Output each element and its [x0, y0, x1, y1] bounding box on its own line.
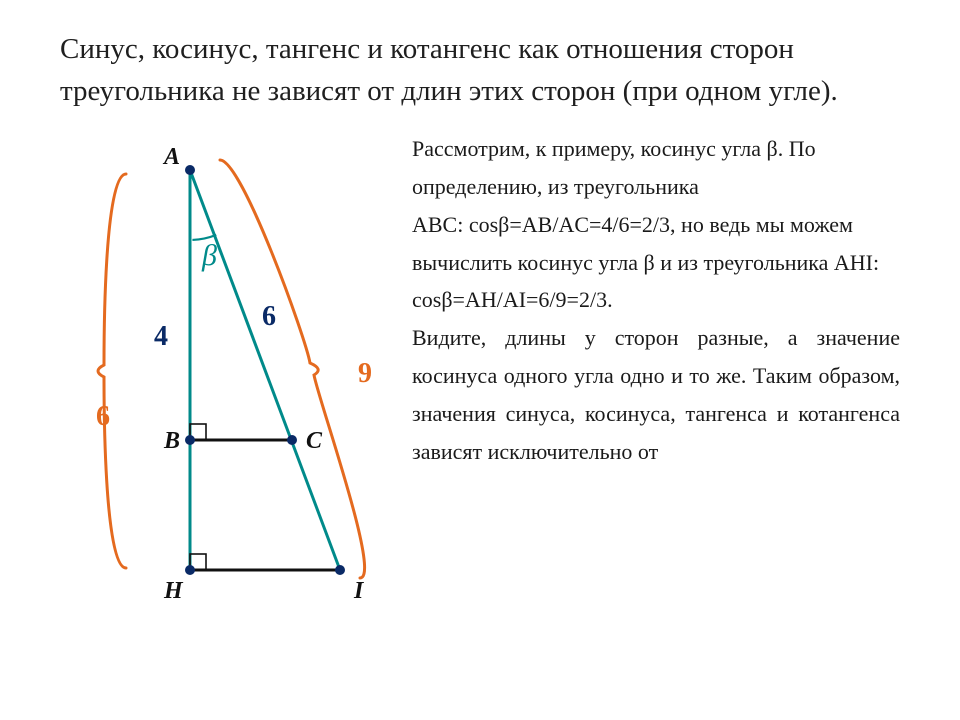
- svg-text:6: 6: [96, 401, 110, 432]
- paragraph-2: ABC: cosβ=AB/AC=4/6=2/3, но ведь мы може…: [412, 206, 900, 319]
- svg-text:9: 9: [358, 358, 372, 389]
- svg-text:B: B: [163, 428, 180, 454]
- page-title: Синус, косинус, тангенс и котангенс как …: [60, 28, 900, 112]
- svg-text:C: C: [306, 428, 323, 454]
- svg-text:H: H: [163, 578, 184, 604]
- paragraph-3: Видите, длины у сторон разные, а значени…: [412, 319, 900, 470]
- body-text: Рассмотрим, к примеру, косинус угла β. П…: [412, 130, 900, 610]
- svg-text:4: 4: [154, 321, 168, 352]
- svg-text:I: I: [353, 578, 365, 604]
- svg-text:β: β: [201, 239, 217, 272]
- svg-text:A: A: [162, 144, 180, 170]
- svg-text:6: 6: [262, 301, 276, 332]
- geometry-figure: β 4 6 9 6 A B C H I: [60, 130, 400, 610]
- content-row: β 4 6 9 6 A B C H I Рассмотрим, к примеру, косину…: [60, 130, 900, 610]
- paragraph-1: Рассмотрим, к примеру, косинус угла β. П…: [412, 130, 900, 206]
- diagram: β 4 6 9 6 A B C H I: [60, 130, 400, 610]
